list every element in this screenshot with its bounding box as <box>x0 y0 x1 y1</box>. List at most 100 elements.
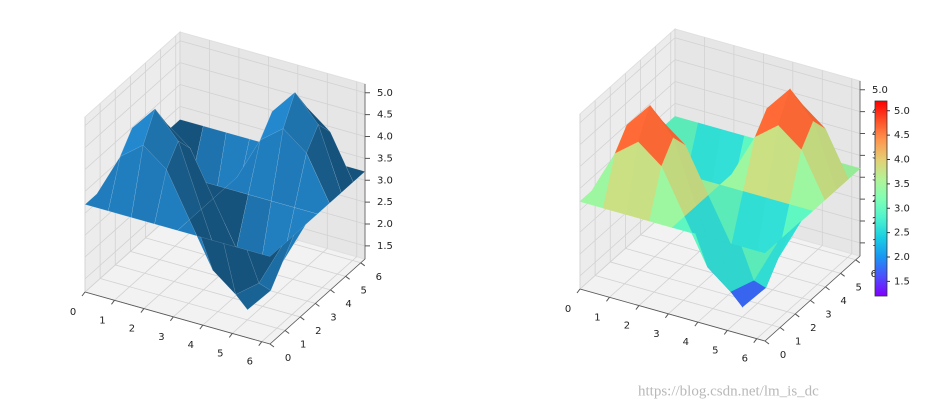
grid-line <box>179 40 366 94</box>
y-axis <box>269 258 366 345</box>
grid-line <box>84 84 181 170</box>
z-tick-label: 4.5 <box>377 110 393 121</box>
x-tick <box>199 324 204 330</box>
grid-line <box>261 256 358 342</box>
x-tick-label: 0 <box>565 304 571 315</box>
grid-line <box>232 248 328 334</box>
grid-line <box>610 261 796 315</box>
grid-line <box>179 84 366 137</box>
y-tick <box>315 302 320 307</box>
colorbar <box>874 100 888 297</box>
y-tick <box>269 343 275 348</box>
x-tick-label: 3 <box>653 329 659 340</box>
grid-line <box>674 81 861 134</box>
grid-line <box>674 59 861 113</box>
y-tick <box>810 299 815 304</box>
z-tick-label: 5.0 <box>377 88 393 99</box>
surface-patch <box>741 242 778 281</box>
grid-line <box>579 59 676 145</box>
y-tick <box>794 313 800 318</box>
y-tick-label: 4 <box>345 299 351 310</box>
y-tick <box>360 262 366 267</box>
x-tick-label: 4 <box>188 340 194 351</box>
x-tick <box>694 321 699 327</box>
y-tick <box>855 259 861 264</box>
grid-line <box>115 264 301 318</box>
x-tick <box>140 308 145 313</box>
grid-line <box>595 275 781 328</box>
grid-line <box>84 40 181 127</box>
grid-line <box>84 62 181 148</box>
x-tick-label: 5 <box>217 348 223 359</box>
y-tick-label: 5 <box>855 282 861 293</box>
colorbar-tick-label: 4.0 <box>894 155 910 166</box>
y-tick-label: 6 <box>376 272 382 283</box>
x-tick-label: 4 <box>683 337 689 348</box>
y-tick-label: 2 <box>810 323 816 334</box>
colorbar-tick-label: 5.0 <box>894 106 910 117</box>
z-tick-label: 3.0 <box>377 175 393 186</box>
colorbar-tick-label: 3.5 <box>894 179 910 190</box>
watermark: https://blog.csdn.net/lm_is_dc <box>638 383 819 399</box>
z-tick-label: 1.5 <box>377 241 393 252</box>
z-tick-label: 3.5 <box>377 153 393 164</box>
colorbar-tick-label: 3.0 <box>894 203 910 214</box>
y-axis <box>764 255 861 342</box>
x-tick-label: 6 <box>247 357 253 368</box>
y-tick-label: 0 <box>285 353 291 364</box>
x-axis <box>579 288 766 342</box>
y-tick-label: 1 <box>300 339 306 350</box>
y-tick <box>330 289 335 294</box>
x-tick <box>753 338 758 343</box>
y-tick-label: 3 <box>330 312 336 323</box>
x-tick <box>258 341 263 346</box>
y-tick-label: 4 <box>840 296 846 307</box>
y-tick <box>825 286 830 291</box>
grid-line <box>179 62 366 116</box>
x-tick <box>723 330 728 335</box>
grid-line <box>674 37 861 91</box>
y-tick-label: 1 <box>795 336 801 347</box>
x-tick <box>111 299 115 305</box>
z-tick-label: 5.0 <box>872 85 888 96</box>
y-tick-label: 0 <box>780 350 786 361</box>
y-tick <box>345 275 350 280</box>
grid-line <box>579 81 676 167</box>
colorbar-tick-label: 4.5 <box>894 130 910 141</box>
x-tick-label: 2 <box>624 321 630 332</box>
surface-patch <box>246 245 283 284</box>
colorbar-tick-label: 1.5 <box>894 276 910 287</box>
z-tick-label: 2.0 <box>377 219 393 230</box>
grid-line <box>579 37 676 124</box>
z-tick-label: 2.5 <box>377 197 393 208</box>
x-tick <box>576 288 581 294</box>
x-tick <box>81 291 86 297</box>
x-tick-label: 0 <box>70 307 76 318</box>
x-tick <box>169 316 174 322</box>
y-tick <box>299 316 305 321</box>
x-tick <box>228 333 233 338</box>
x-tick-label: 1 <box>594 312 600 323</box>
grid-line <box>756 253 853 339</box>
x-tick <box>635 305 640 310</box>
x-axis <box>84 291 271 345</box>
y-tick <box>840 272 845 277</box>
y-tick-label: 5 <box>360 285 366 296</box>
grid-line <box>100 278 286 331</box>
colorbar-tick-label: 2.0 <box>894 252 910 263</box>
y-tick-label: 3 <box>825 309 831 320</box>
z-tick-label: 4.0 <box>377 132 393 143</box>
y-tick-label: 2 <box>315 326 321 337</box>
y-tick <box>764 340 770 345</box>
x-tick-label: 2 <box>129 324 135 335</box>
grid-line <box>727 245 823 331</box>
x-tick-label: 5 <box>712 345 718 356</box>
y-tick <box>284 330 290 334</box>
y-tick-label: 6 <box>871 269 877 280</box>
x-tick-label: 6 <box>742 354 748 365</box>
colorbar-tick-label: 2.5 <box>894 228 910 239</box>
y-tick <box>779 327 785 331</box>
x-tick <box>606 296 610 302</box>
x-tick <box>664 313 669 319</box>
